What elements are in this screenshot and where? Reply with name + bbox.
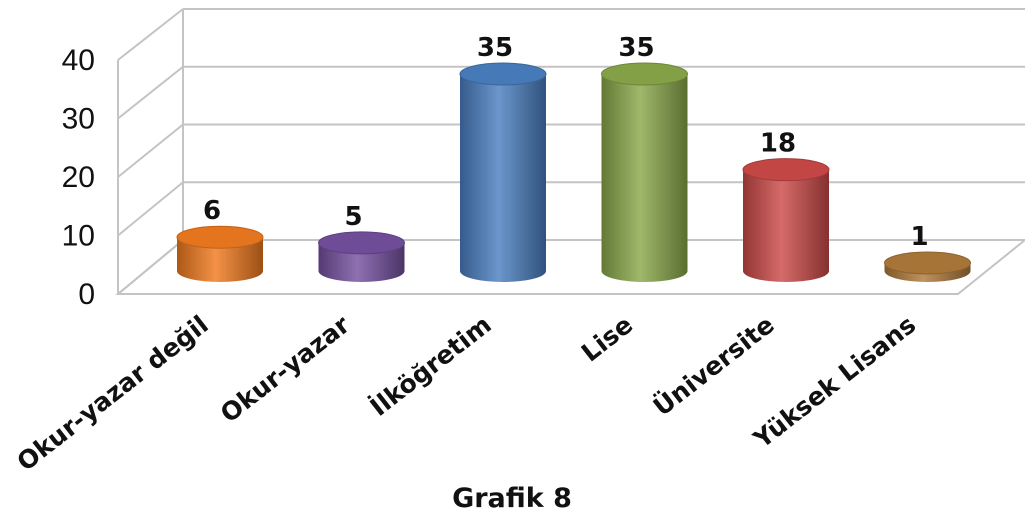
category-labels: Okur-yazar değil Okur-yazar İlköğretim Lise… bbox=[12, 309, 922, 477]
category-label: Okur-yazar bbox=[215, 309, 356, 428]
bar-top bbox=[742, 158, 830, 182]
category-label: Üniversite bbox=[647, 309, 779, 422]
data-label: 5 bbox=[344, 202, 362, 232]
gridline-side-40 bbox=[117, 8, 184, 61]
bar-top bbox=[884, 251, 971, 275]
floor bbox=[115, 239, 1025, 295]
data-label: 18 bbox=[760, 129, 796, 159]
bar-0 bbox=[176, 225, 264, 282]
y-tick-label: 0 bbox=[78, 278, 95, 311]
category-label: İlköğretim bbox=[364, 309, 497, 422]
y-tick-label: 30 bbox=[62, 103, 95, 136]
bar-4 bbox=[742, 158, 830, 282]
data-label: 35 bbox=[618, 33, 654, 63]
bars bbox=[176, 62, 971, 282]
gridline-side-20 bbox=[117, 123, 184, 178]
bar-3 bbox=[601, 62, 688, 282]
chart-caption: Grafik 8 bbox=[452, 483, 572, 511]
bar-2 bbox=[459, 62, 547, 282]
y-tick-label: 10 bbox=[62, 220, 95, 253]
bar-1 bbox=[318, 231, 405, 282]
bar-body bbox=[743, 169, 829, 282]
bar-body bbox=[460, 74, 546, 282]
y-axis-ticks: 0 10 20 30 40 bbox=[62, 44, 95, 311]
gridline-side-10 bbox=[117, 181, 184, 237]
data-label: 1 bbox=[910, 222, 928, 252]
bar-top bbox=[318, 231, 405, 255]
y-tick-label: 20 bbox=[62, 161, 95, 194]
bar-top bbox=[601, 62, 688, 86]
bar-top bbox=[176, 225, 264, 249]
bar-top bbox=[459, 62, 547, 86]
data-labels: 6 5 35 35 18 1 bbox=[203, 33, 929, 252]
data-label: 35 bbox=[477, 33, 513, 63]
bar-body bbox=[601, 74, 688, 282]
y-tick-label: 40 bbox=[62, 44, 95, 77]
category-label: Okur-yazar değil bbox=[12, 310, 214, 477]
bar-5 bbox=[884, 251, 971, 282]
category-label: Lise bbox=[576, 310, 638, 368]
data-label: 6 bbox=[203, 196, 221, 226]
bar-body bbox=[177, 237, 263, 282]
gridline-side-30 bbox=[117, 65, 184, 120]
